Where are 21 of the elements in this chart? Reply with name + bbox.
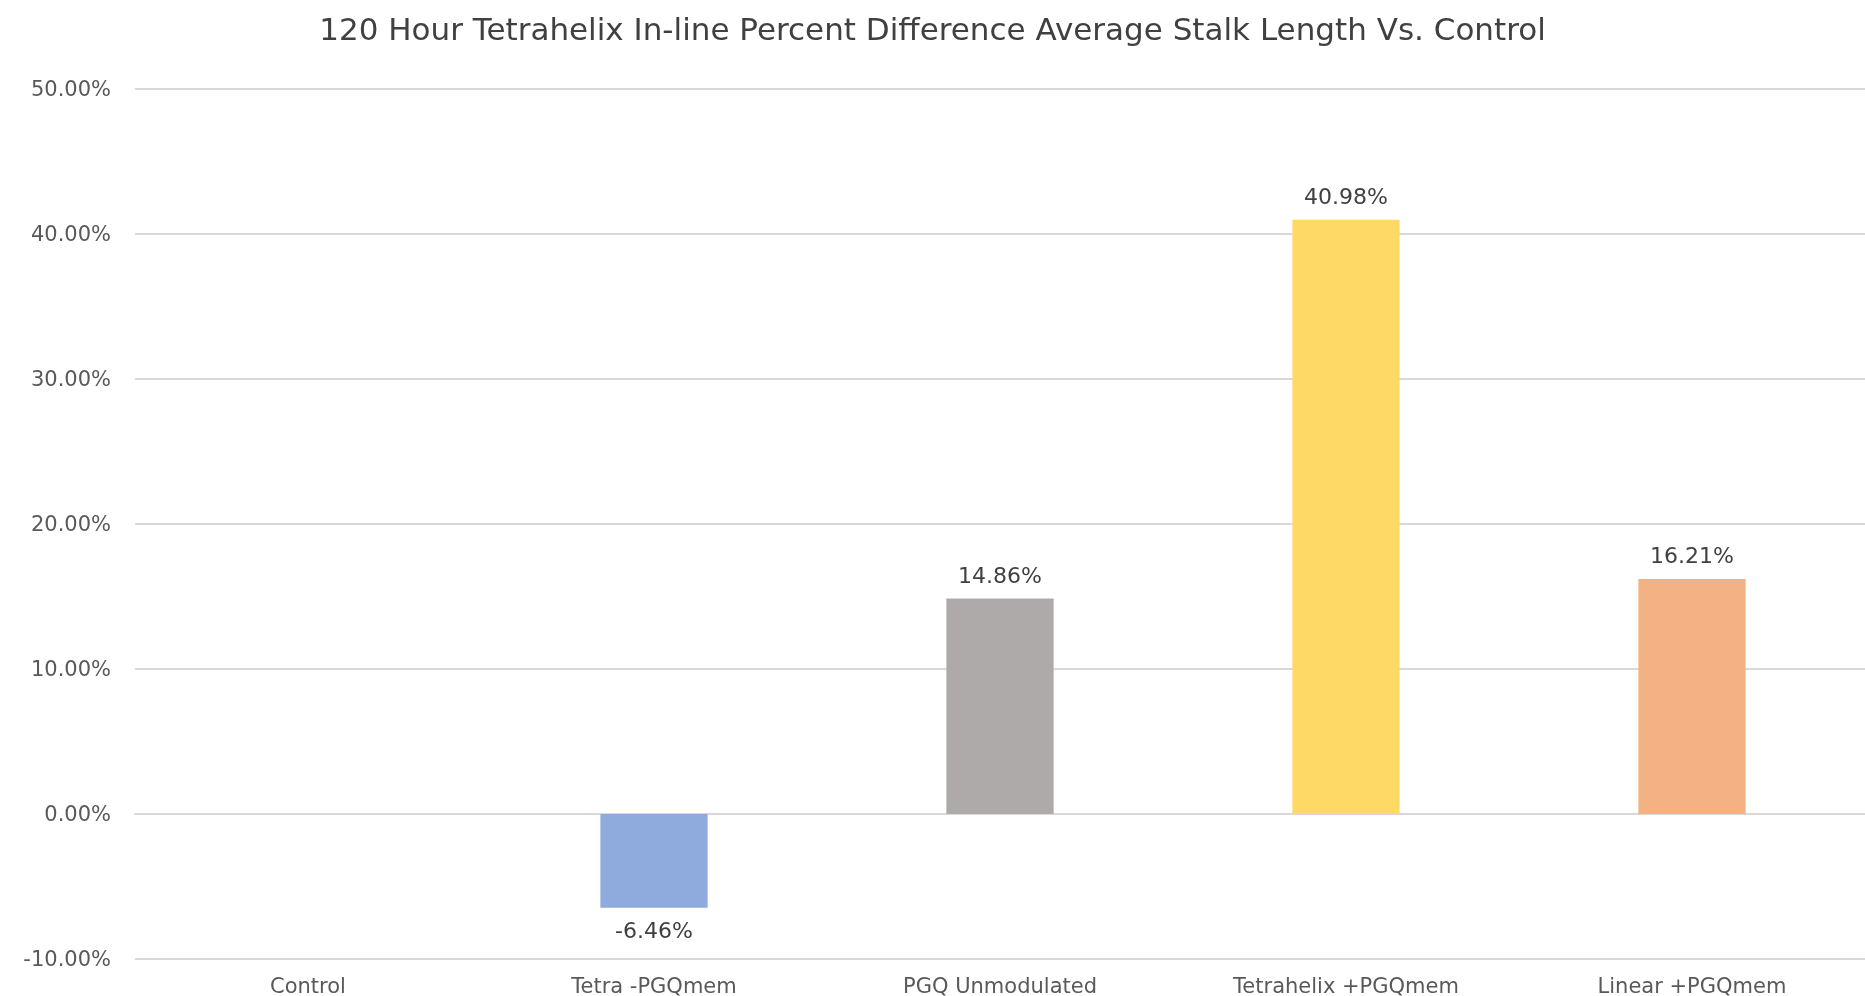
chart-title: 120 Hour Tetrahelix In-line Percent Difference Average Stalk Length Vs. Control [319, 10, 1546, 47]
x-tick-label: PGQ Unmodulated [903, 973, 1097, 996]
bar [946, 598, 1054, 814]
data-label: 40.98% [1304, 184, 1388, 210]
y-tick-label: 50.00% [30, 77, 111, 101]
y-tick-label: 0.00% [44, 802, 111, 826]
x-tick-label: Linear +PGQmem [1597, 973, 1787, 996]
y-tick-label: 30.00% [30, 367, 111, 391]
y-tick-label: -10.00% [23, 947, 111, 971]
bar [600, 814, 708, 908]
data-label: 14.86% [958, 563, 1042, 589]
y-tick-label: 40.00% [30, 222, 111, 246]
y-tick-label: 20.00% [30, 512, 111, 536]
x-tick-label: Tetra -PGQmem [570, 973, 737, 996]
y-tick-label: 10.00% [30, 657, 111, 681]
data-label: 16.21% [1650, 543, 1734, 569]
x-tick-label: Tetrahelix +PGQmem [1232, 973, 1459, 996]
bar [1638, 578, 1746, 814]
x-tick-label: Control [270, 973, 346, 996]
data-label: -6.46% [615, 918, 693, 944]
bar [1292, 219, 1400, 814]
